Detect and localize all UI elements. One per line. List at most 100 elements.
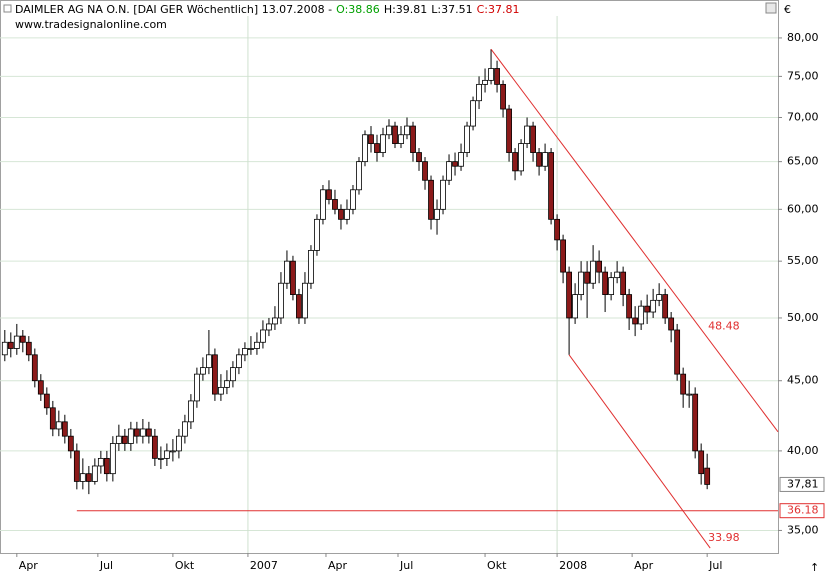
candle-body: [554, 218, 560, 241]
x-tick-label: Jul: [708, 559, 722, 572]
candle-body: [446, 161, 452, 181]
candle-body: [560, 239, 566, 273]
candle-body: [302, 282, 308, 319]
y-tick-label: 80,00: [787, 31, 819, 44]
candle-body: [272, 317, 278, 325]
candle-body: [344, 208, 350, 220]
y-tick-label: 60,00: [787, 202, 819, 215]
candle-body: [470, 100, 476, 127]
candle-body: [410, 125, 416, 153]
source-label: www.tradesignalonline.com: [15, 18, 167, 31]
x-tick-label: Okt: [175, 559, 195, 572]
candle-body: [242, 348, 248, 356]
candle-body: [278, 282, 284, 319]
candle-body: [542, 152, 548, 167]
candle-body: [43, 393, 50, 409]
candle-body: [656, 294, 663, 301]
ohlc-label: L:37.51: [431, 3, 472, 16]
candle-body: [284, 260, 290, 284]
y-tick-label: 75,00: [787, 69, 819, 82]
candle-body: [620, 271, 627, 295]
x-tick-label: 2008: [559, 559, 587, 572]
candle-body: [181, 421, 188, 437]
candle-body: [578, 271, 584, 295]
candle-body: [115, 435, 122, 444]
candle-body: [1, 341, 8, 356]
candle-body: [398, 134, 404, 144]
candle-body: [121, 435, 128, 444]
candle-body: [169, 450, 176, 453]
ohlc-label: O:38.86: [336, 3, 380, 16]
candle-body: [416, 152, 422, 163]
candle-body: [602, 271, 609, 295]
candle-body: [530, 125, 536, 153]
window-icon[interactable]: [3, 4, 12, 13]
candle-body: [662, 294, 669, 319]
candle-body: [596, 260, 603, 273]
support-label: 36.18: [787, 504, 819, 517]
candle-body: [362, 134, 368, 163]
y-tick-label: 40,00: [787, 444, 819, 457]
candle-body: [428, 179, 434, 220]
close-button[interactable]: [765, 2, 777, 14]
candle-body: [692, 393, 699, 452]
candle-body: [452, 161, 458, 167]
candle-body: [224, 380, 230, 388]
y-tick-label: 65,00: [787, 155, 819, 168]
annotation-label: 33.98: [708, 531, 740, 544]
candle-body: [266, 323, 272, 331]
scroll-arrow[interactable]: ↑: [810, 561, 819, 574]
candle-body: [314, 218, 320, 251]
plot-frame: [0, 0, 779, 554]
candle-body: [296, 294, 302, 319]
candle-body: [482, 79, 488, 85]
support-label-box: [779, 503, 825, 519]
candle-body: [19, 335, 26, 343]
x-tick-label: Apr: [634, 559, 654, 572]
candle-body: [55, 421, 62, 430]
candle-body: [440, 179, 446, 210]
candle-body: [350, 189, 356, 210]
candle-body: [320, 189, 326, 220]
candle-body: [230, 367, 236, 382]
y-tick-label: 45,00: [787, 374, 819, 387]
candle-body: [236, 354, 242, 369]
candle-body: [332, 199, 338, 210]
candle-body: [518, 143, 524, 172]
candle-body: [79, 473, 86, 482]
x-tick-label: Okt: [487, 559, 507, 572]
candle-body: [500, 83, 506, 110]
trendline: [490, 48, 779, 433]
candle-body: [506, 108, 512, 153]
trendline: [568, 354, 711, 549]
candle-body: [49, 407, 56, 430]
candle-body: [644, 305, 651, 313]
candle-body: [488, 68, 494, 81]
candle-body: [614, 271, 621, 279]
candle-body: [212, 354, 218, 395]
candle-body: [650, 299, 657, 313]
candle-body: [386, 125, 392, 136]
candle-body: [512, 152, 518, 172]
candle-body: [404, 125, 410, 136]
candle-body: [260, 329, 266, 343]
x-tick-label: Apr: [328, 559, 348, 572]
candle-body: [674, 329, 681, 375]
candle-body: [476, 83, 482, 102]
candle-body: [524, 125, 530, 144]
last-price-label: 37,81: [787, 477, 819, 490]
candle-body: [206, 354, 212, 369]
candle-body: [374, 143, 380, 153]
candle-body: [151, 435, 158, 459]
candle-body: [698, 450, 705, 475]
candle-body: [434, 208, 440, 220]
candle-body: [584, 271, 591, 284]
x-tick-label: 2007: [250, 559, 278, 572]
candle-body: [380, 134, 386, 153]
candle-body: [91, 465, 98, 482]
candle-body: [37, 380, 44, 395]
candle-body: [67, 435, 74, 452]
candle-body: [704, 467, 711, 485]
